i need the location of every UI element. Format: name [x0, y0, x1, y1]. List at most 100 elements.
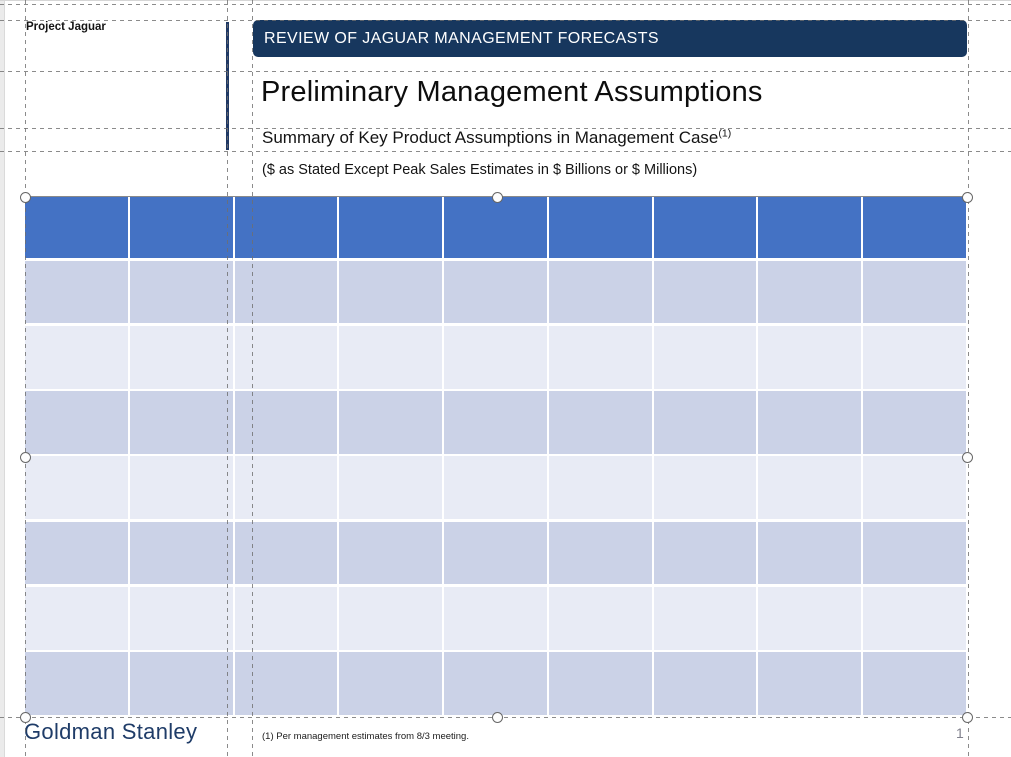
- table-cell[interactable]: [339, 391, 443, 454]
- table-cell[interactable]: [653, 391, 757, 454]
- table-cell[interactable]: [444, 586, 547, 650]
- table-cell[interactable]: [25, 652, 128, 715]
- table-cell[interactable]: [25, 586, 128, 650]
- table-cell[interactable]: [548, 586, 652, 650]
- table-cell[interactable]: [25, 260, 128, 324]
- table-cell[interactable]: [129, 586, 233, 650]
- table-cell[interactable]: [653, 652, 757, 715]
- table-cell[interactable]: [129, 391, 233, 454]
- table-cell[interactable]: [444, 391, 547, 454]
- table-cell[interactable]: [758, 391, 862, 454]
- table-cell[interactable]: [234, 586, 338, 650]
- guide-vertical-3[interactable]: [252, 0, 253, 757]
- table-cell[interactable]: [653, 325, 757, 389]
- table-cell[interactable]: [129, 260, 233, 324]
- table-header-cell[interactable]: [758, 197, 862, 258]
- table-header-cell[interactable]: [129, 197, 233, 258]
- table-header-cell[interactable]: [339, 197, 443, 258]
- table-cell[interactable]: [653, 260, 757, 324]
- guide-horizontal-1[interactable]: [0, 4, 1011, 5]
- table-header-cell[interactable]: [25, 197, 128, 258]
- table-cell[interactable]: [548, 325, 652, 389]
- table-cell[interactable]: [129, 521, 233, 585]
- selection-handle-bottom-right[interactable]: [961, 711, 973, 723]
- table-cell[interactable]: [129, 652, 233, 715]
- table-cell[interactable]: [234, 260, 338, 324]
- table-cell[interactable]: [444, 521, 547, 585]
- table-cell[interactable]: [339, 260, 443, 324]
- table-cell[interactable]: [653, 586, 757, 650]
- guide-horizontal-4[interactable]: [0, 128, 1011, 129]
- table-cell[interactable]: [758, 456, 862, 520]
- table-cell[interactable]: [234, 521, 338, 585]
- table-cell[interactable]: [548, 652, 652, 715]
- table-cell[interactable]: [234, 652, 338, 715]
- selection-handle-top-middle[interactable]: [491, 191, 503, 203]
- slide-subtitle[interactable]: Summary of Key Product Assumptions in Ma…: [262, 128, 731, 148]
- assumptions-table[interactable]: [25, 196, 966, 715]
- guide-vertical-2[interactable]: [227, 0, 228, 757]
- section-banner[interactable]: REVIEW OF JAGUAR MANAGEMENT FORECASTS: [253, 20, 967, 57]
- table-cell[interactable]: [863, 391, 966, 454]
- table-cell[interactable]: [758, 521, 862, 585]
- selection-handle-middle-left[interactable]: [19, 451, 31, 463]
- table-cell[interactable]: [339, 586, 443, 650]
- table-cell[interactable]: [548, 391, 652, 454]
- footnote[interactable]: (1) Per management estimates from 8/3 me…: [262, 731, 469, 742]
- table-cell[interactable]: [444, 260, 547, 324]
- table-cell[interactable]: [25, 521, 128, 585]
- table-cell[interactable]: [863, 521, 966, 585]
- slide-title[interactable]: Preliminary Management Assumptions: [261, 76, 763, 108]
- table-cell[interactable]: [653, 521, 757, 585]
- table-cell[interactable]: [129, 456, 233, 520]
- guide-horizontal-3[interactable]: [0, 71, 1011, 72]
- selection-handle-top-right[interactable]: [961, 191, 973, 203]
- guide-horizontal-5[interactable]: [0, 151, 1011, 152]
- table-cell[interactable]: [758, 586, 862, 650]
- table-cell[interactable]: [548, 456, 652, 520]
- table-cell[interactable]: [234, 456, 338, 520]
- table-cell[interactable]: [653, 456, 757, 520]
- table-cell[interactable]: [758, 652, 862, 715]
- table-cell[interactable]: [548, 521, 652, 585]
- brand-logo-text[interactable]: Goldman Stanley: [24, 719, 198, 744]
- selection-handle-middle-right[interactable]: [961, 451, 973, 463]
- canvas-left-edge: [0, 0, 5, 757]
- guide-horizontal-2[interactable]: [0, 20, 1011, 21]
- table-cell[interactable]: [25, 456, 128, 520]
- table-cell[interactable]: [863, 456, 966, 520]
- table-cell[interactable]: [758, 260, 862, 324]
- page-number[interactable]: 1: [956, 725, 964, 741]
- table-cell[interactable]: [758, 325, 862, 389]
- table-header-cell[interactable]: [444, 197, 547, 258]
- table-cell[interactable]: [863, 652, 966, 715]
- table-header-cell[interactable]: [234, 197, 338, 258]
- table-cell[interactable]: [25, 325, 128, 389]
- guide-vertical-1[interactable]: [25, 0, 26, 757]
- table-cell[interactable]: [129, 325, 233, 389]
- table-cell[interactable]: [548, 260, 652, 324]
- table-cell[interactable]: [863, 260, 966, 324]
- table-cell[interactable]: [863, 586, 966, 650]
- table-cell[interactable]: [234, 391, 338, 454]
- table-header-cell[interactable]: [863, 197, 966, 258]
- table-cell[interactable]: [234, 325, 338, 389]
- table-cell[interactable]: [339, 521, 443, 585]
- table-cell[interactable]: [339, 652, 443, 715]
- table-cell[interactable]: [339, 325, 443, 389]
- units-note[interactable]: ($ as Stated Except Peak Sales Estimates…: [262, 162, 698, 178]
- guide-horizontal-6[interactable]: [0, 717, 1011, 718]
- table-cell[interactable]: [863, 325, 966, 389]
- table-cell[interactable]: [444, 652, 547, 715]
- project-label[interactable]: Project Jaguar: [26, 21, 106, 33]
- table-cell[interactable]: [25, 391, 128, 454]
- selection-handle-top-left[interactable]: [19, 191, 31, 203]
- guide-vertical-4[interactable]: [968, 0, 969, 757]
- table-cell[interactable]: [444, 325, 547, 389]
- table-cell[interactable]: [444, 456, 547, 520]
- selection-handle-bottom-left[interactable]: [19, 711, 31, 723]
- table-header-cell[interactable]: [653, 197, 757, 258]
- selection-handle-bottom-middle[interactable]: [491, 711, 503, 723]
- table-header-cell[interactable]: [548, 197, 652, 258]
- table-cell[interactable]: [339, 456, 443, 520]
